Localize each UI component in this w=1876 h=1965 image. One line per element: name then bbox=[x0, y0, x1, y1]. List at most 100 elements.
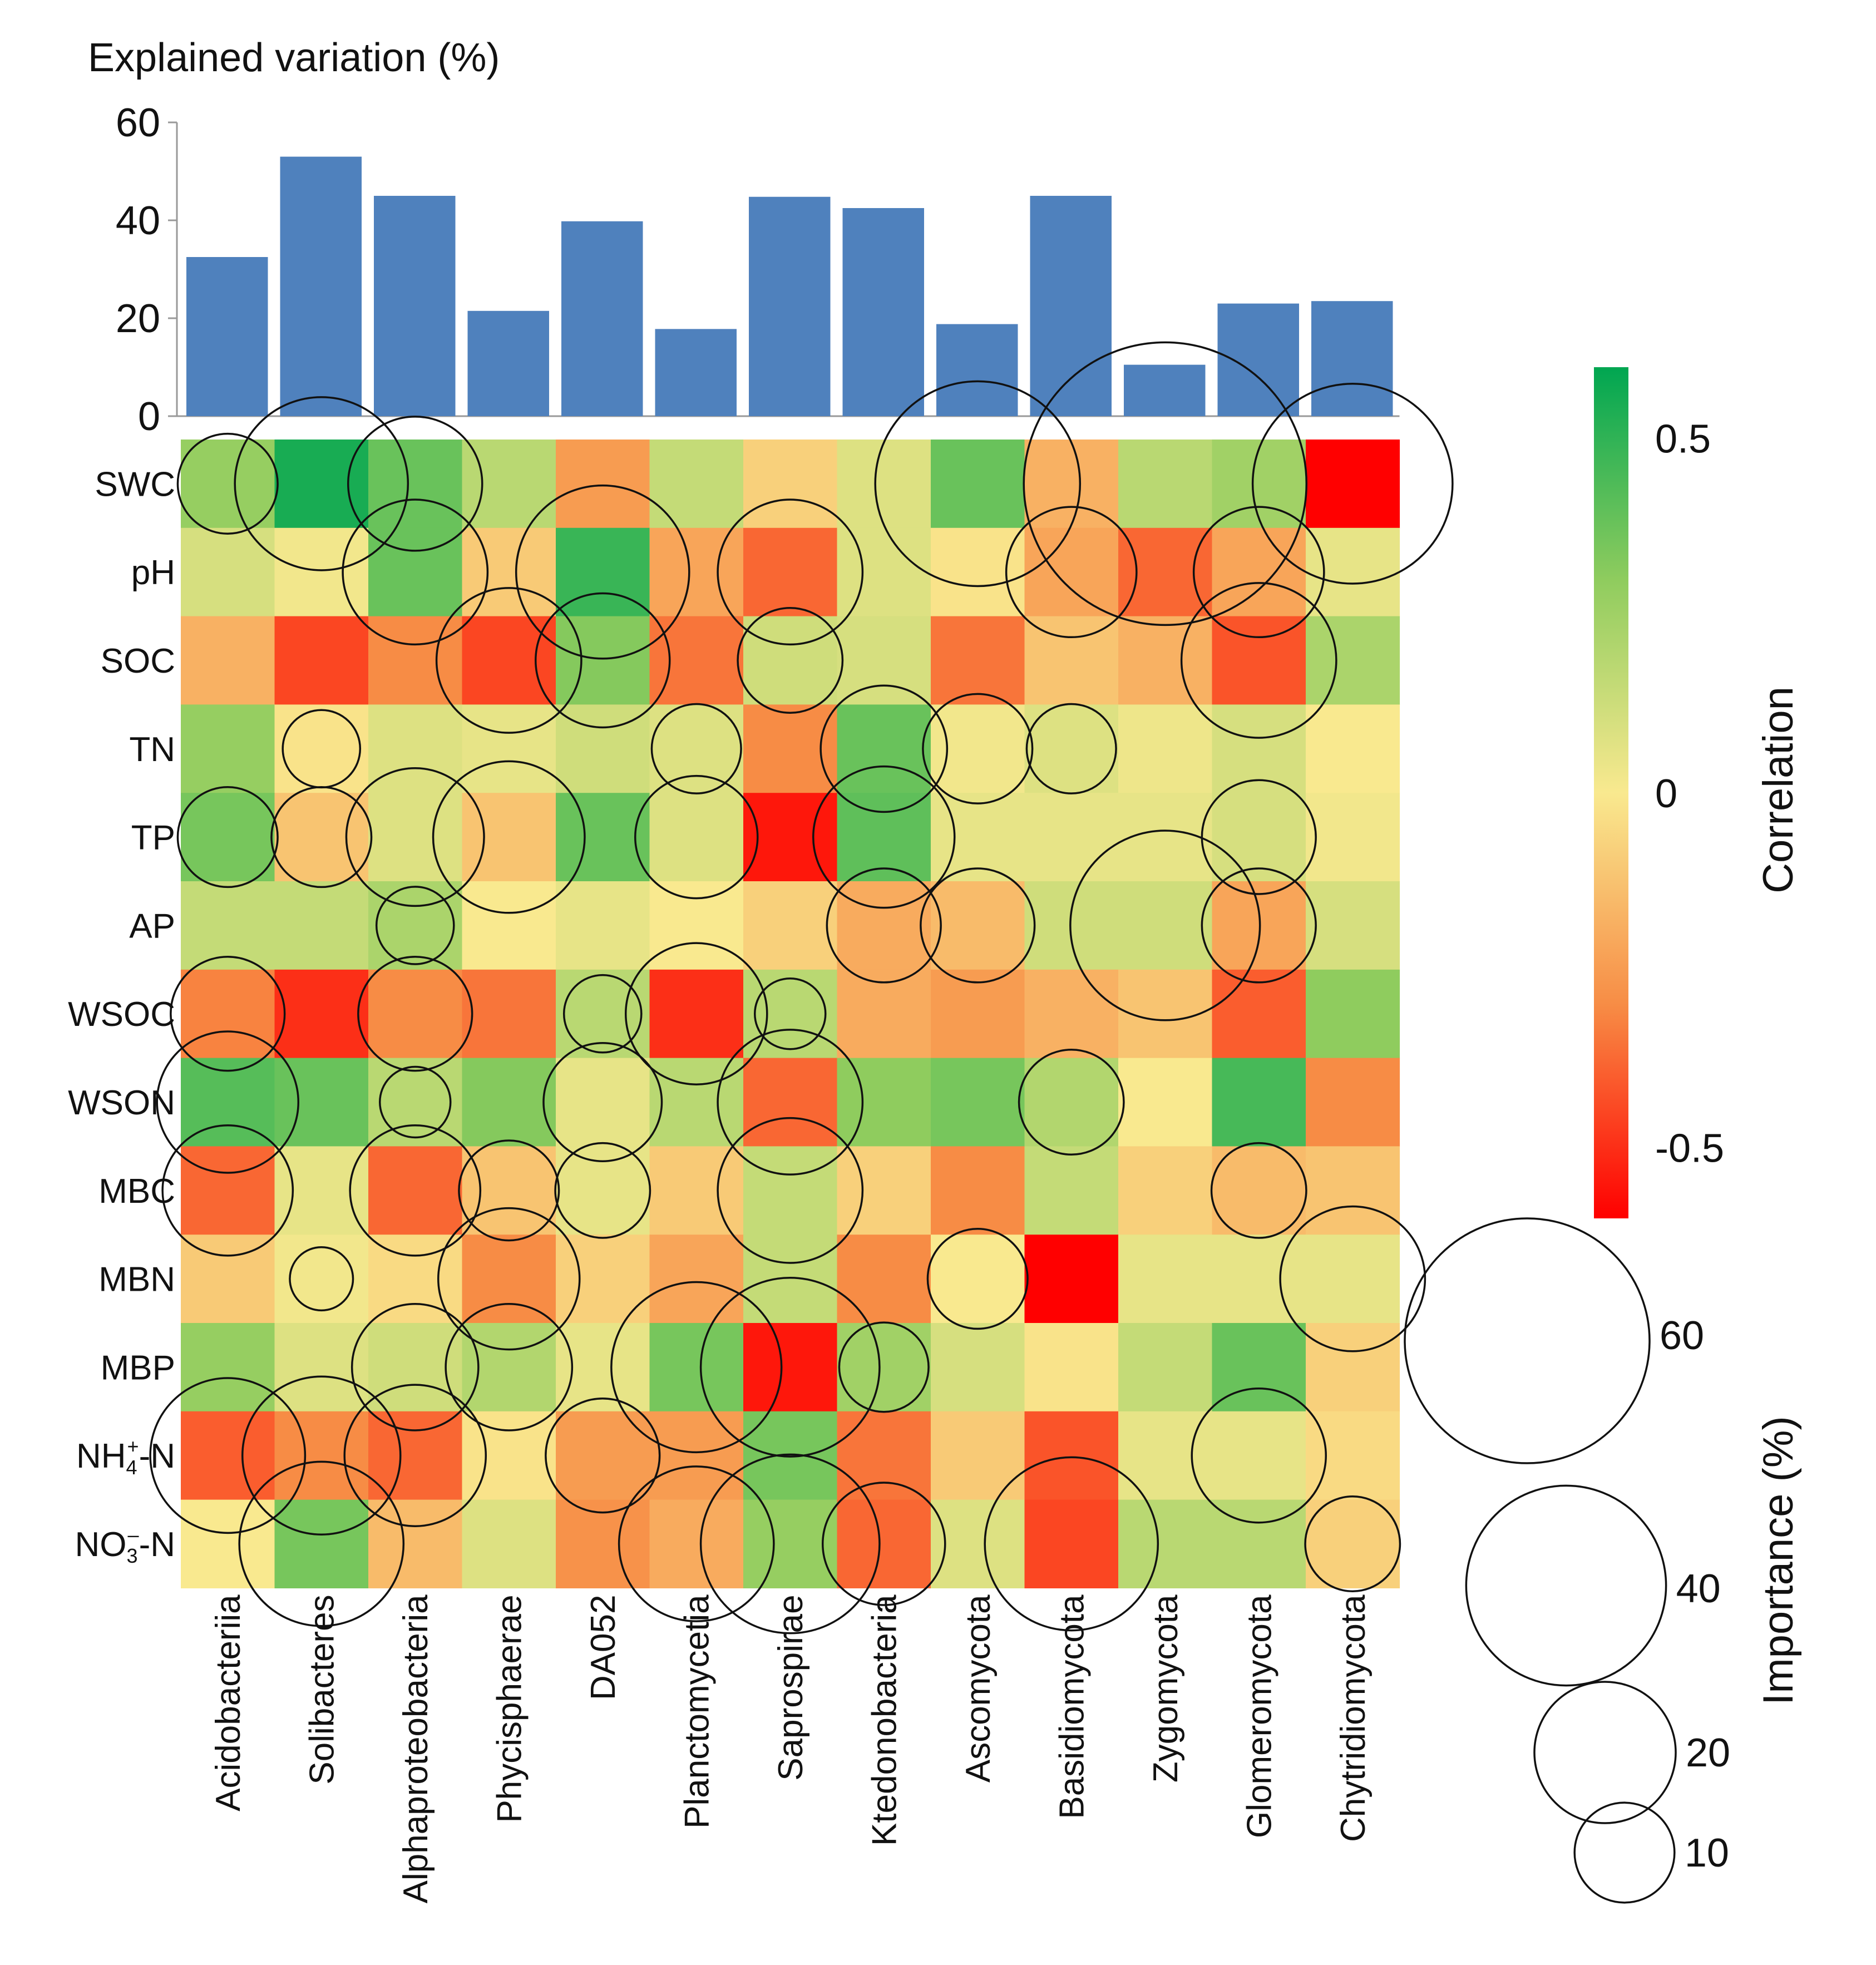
cell-MBN-DA052 bbox=[556, 1235, 650, 1324]
cell-SWC-Basidiomycota bbox=[1024, 440, 1119, 529]
cell-SOC-Chytridiomycota bbox=[1306, 616, 1400, 705]
row-labels: SWCpHSOCTNTPAPWSOCWSONMBCMBNMBPNH4+-NNO3… bbox=[68, 465, 175, 1567]
cell-AP-Alphaproteobacteria bbox=[368, 881, 463, 970]
cell-WSON-Solibacteres bbox=[274, 1058, 369, 1147]
cell-pH-Zygomycota bbox=[1118, 527, 1213, 617]
cell-TP-Saprospirae bbox=[743, 793, 838, 882]
cell-MBP-Ascomycota bbox=[931, 1323, 1025, 1412]
bar-Saprospirae bbox=[749, 196, 831, 416]
importance-circle-NO3–-N-Basidiomycota bbox=[984, 1456, 1159, 1632]
importance-circle-TP-Ktedonobacteria bbox=[812, 765, 956, 909]
cell-MBC-Chytridiomycota bbox=[1306, 1146, 1400, 1235]
cell-NH4+-N-Glomeromycota bbox=[1212, 1411, 1306, 1500]
cell-SOC-Planctomycetia bbox=[649, 616, 744, 705]
cell-MBN-Zygomycota bbox=[1118, 1235, 1213, 1324]
column-label-Alphaproteobacteria: Alphaproteobacteria bbox=[397, 1594, 435, 1903]
row-label-main: TP bbox=[131, 819, 175, 857]
row-label-NO3–-N: NO3–-N bbox=[75, 1523, 175, 1567]
cell-MBP-Saprospirae bbox=[743, 1323, 838, 1412]
cell-TN-Alphaproteobacteria bbox=[368, 704, 463, 793]
cell-TP-Ktedonobacteria bbox=[837, 793, 931, 882]
bar-y-tick-label: 0 bbox=[138, 394, 160, 439]
colorbar-title: Correlation bbox=[1755, 687, 1802, 893]
cell-pH-Planctomycetia bbox=[649, 527, 744, 617]
size-legend-label: 60 bbox=[1660, 1314, 1704, 1358]
importance-circle-WSON-Alphaproteobacteria bbox=[378, 1065, 452, 1139]
cell-MBC-Saprospirae bbox=[743, 1146, 838, 1235]
cell-TP-Planctomycetia bbox=[649, 793, 744, 882]
size-legend-label: 20 bbox=[1686, 1731, 1730, 1775]
importance-circle-SWC-Acidobacteriia bbox=[176, 432, 279, 535]
cell-MBN-Phycisphaerae bbox=[462, 1235, 556, 1324]
cell-MBC-DA052 bbox=[556, 1146, 650, 1235]
cell-SWC-Chytridiomycota bbox=[1306, 440, 1400, 529]
cell-SWC-Phycisphaerae bbox=[462, 440, 556, 529]
column-label-Basidiomycota: Basidiomycota bbox=[1053, 1594, 1092, 1819]
cell-NH4+-N-DA052 bbox=[556, 1411, 650, 1500]
importance-circle-NH4+-N-Alphaproteobacteria bbox=[343, 1384, 487, 1527]
row-label-sup: – bbox=[128, 1523, 139, 1546]
cell-WSOC-Basidiomycota bbox=[1024, 969, 1119, 1059]
cell-MBP-Zygomycota bbox=[1118, 1323, 1213, 1412]
cell-WSON-Ascomycota bbox=[931, 1058, 1025, 1147]
cell-AP-Phycisphaerae bbox=[462, 881, 556, 970]
cell-SWC-Acidobacteriia bbox=[181, 440, 275, 529]
cell-NH4+-N-Planctomycetia bbox=[649, 1411, 744, 1500]
row-label-TP: TP bbox=[131, 819, 175, 857]
cell-SOC-Zygomycota bbox=[1118, 616, 1213, 705]
row-label-tail: -N bbox=[139, 1437, 175, 1475]
row-label-MBN: MBN bbox=[98, 1261, 175, 1299]
importance-circle-AP-Glomeromycota bbox=[1201, 867, 1317, 984]
cell-MBC-Alphaproteobacteria bbox=[368, 1146, 463, 1235]
cell-MBC-Glomeromycota bbox=[1212, 1146, 1306, 1235]
importance-circle-TP-Solibacteres bbox=[270, 786, 373, 888]
cell-WSON-DA052 bbox=[556, 1058, 650, 1147]
importance-circle-SOC-Glomeromycota bbox=[1180, 582, 1337, 739]
importance-circle-TP-Planctomycetia bbox=[634, 774, 759, 900]
cell-WSOC-Ascomycota bbox=[931, 969, 1025, 1059]
size-legend-circle-60 bbox=[1404, 1217, 1651, 1464]
importance-circle-pH-Saprospirae bbox=[717, 498, 864, 646]
bar-Alphaproteobacteria bbox=[374, 196, 456, 416]
heatmap-chart: SWCpHSOCTNTPAPWSOCWSONMBCMBNMBPNH4+-NNO3… bbox=[68, 341, 1454, 1903]
importance-circle-MBP-Saprospirae bbox=[699, 1276, 881, 1458]
importance-circle-MBC-Alphaproteobacteria bbox=[349, 1124, 482, 1257]
cell-WSOC-Solibacteres bbox=[274, 969, 369, 1059]
cell-SWC-Alphaproteobacteria bbox=[368, 440, 463, 529]
cell-AP-DA052 bbox=[556, 881, 650, 970]
importance-circle-pH-Glomeromycota bbox=[1192, 506, 1325, 639]
colorbar-tick-label: 0 bbox=[1655, 772, 1677, 816]
cell-TN-Solibacteres bbox=[274, 704, 369, 793]
importance-circle-TP-Alphaproteobacteria bbox=[345, 767, 485, 907]
cell-SWC-Saprospirae bbox=[743, 440, 838, 529]
cell-MBN-Alphaproteobacteria bbox=[368, 1235, 463, 1324]
cell-WSON-Alphaproteobacteria bbox=[368, 1058, 463, 1147]
row-label-MBC: MBC bbox=[98, 1172, 175, 1211]
size-legend-circle-10 bbox=[1573, 1801, 1676, 1904]
cell-WSON-Saprospirae bbox=[743, 1058, 838, 1147]
size-legend-circle-40 bbox=[1465, 1484, 1667, 1687]
cell-MBP-Chytridiomycota bbox=[1306, 1323, 1400, 1412]
cell-WSOC-Glomeromycota bbox=[1212, 969, 1306, 1059]
cell-pH-Acidobacteriia bbox=[181, 527, 275, 617]
row-label-main: WSON bbox=[68, 1084, 175, 1122]
importance-circle-TN-Basidiomycota bbox=[1025, 703, 1117, 794]
importance-circle-NH4+-N-Glomeromycota bbox=[1191, 1387, 1327, 1524]
cell-NH4+-N-Acidobacteriia bbox=[181, 1411, 275, 1500]
cell-NO3–-N-Chytridiomycota bbox=[1306, 1499, 1400, 1588]
importance-circle-NO3–-N-Ktedonobacteria bbox=[822, 1482, 946, 1606]
cell-MBC-Basidiomycota bbox=[1024, 1146, 1119, 1235]
row-label-main: MBN bbox=[98, 1261, 175, 1299]
row-label-main: NO bbox=[75, 1525, 127, 1564]
cell-NO3–-N-DA052 bbox=[556, 1499, 650, 1588]
row-label-main: SWC bbox=[95, 465, 175, 503]
importance-circle-TP-Phycisphaerae bbox=[432, 760, 586, 914]
row-label-sup: + bbox=[127, 1435, 139, 1458]
cell-NO3–-N-Zygomycota bbox=[1118, 1499, 1213, 1588]
importance-circle-MBP-Ktedonobacteria bbox=[838, 1321, 930, 1413]
cell-SOC-Ktedonobacteria bbox=[837, 616, 931, 705]
importance-circle-NO3–-N-Solibacteres bbox=[238, 1460, 405, 1627]
importance-circle-WSOC-DA052 bbox=[562, 974, 643, 1054]
cell-NH4+-N-Zygomycota bbox=[1118, 1411, 1213, 1500]
cell-MBP-Acidobacteriia bbox=[181, 1323, 275, 1412]
